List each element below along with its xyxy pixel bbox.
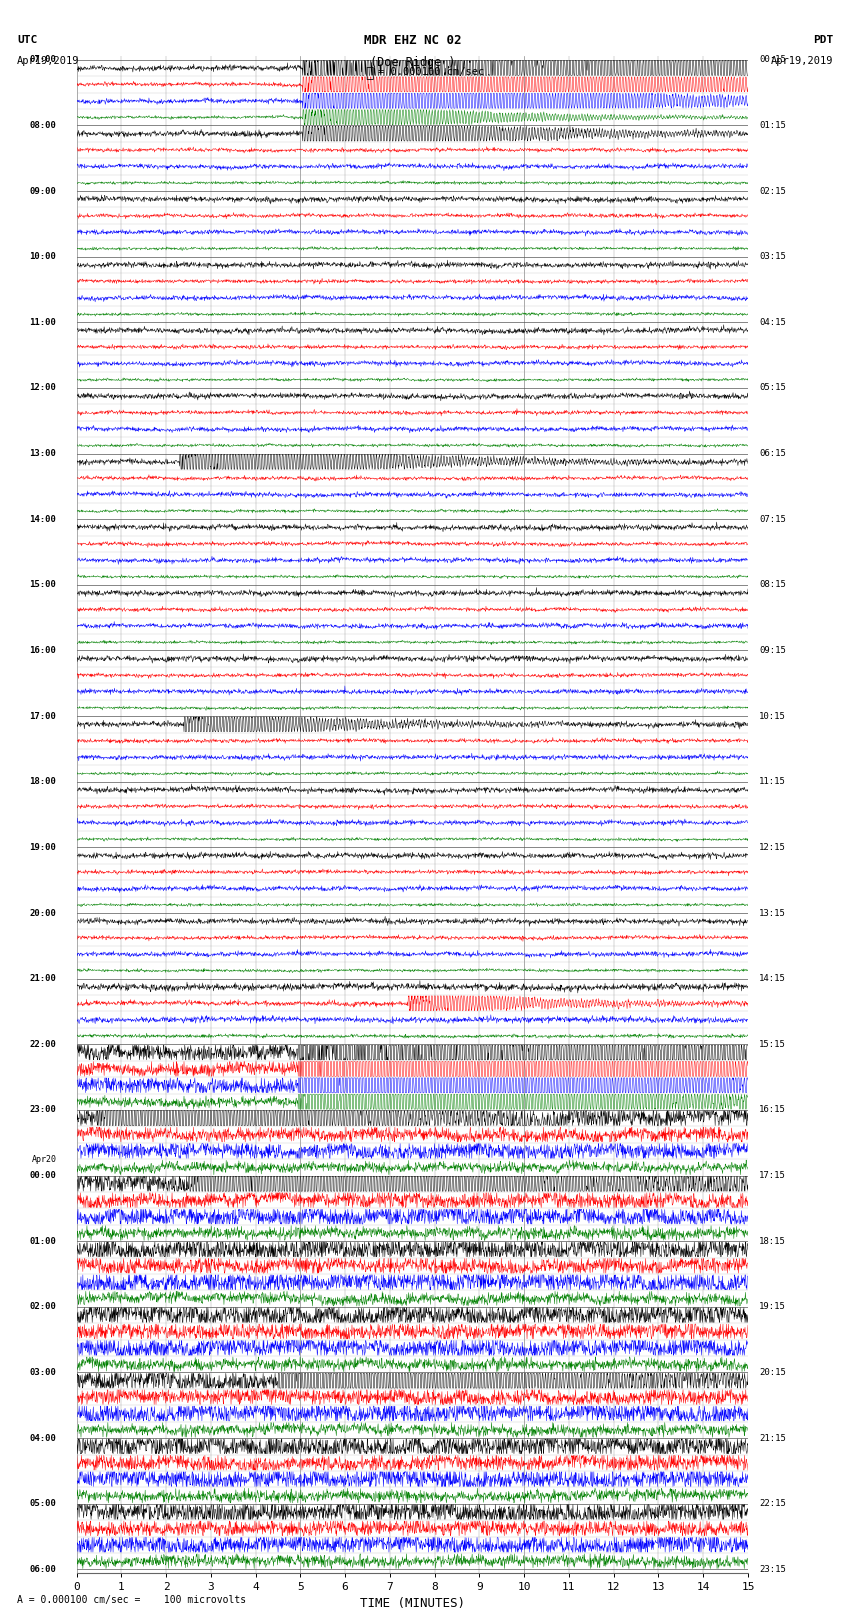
Text: 20:00: 20:00 [30, 908, 56, 918]
Text: MDR EHZ NC 02: MDR EHZ NC 02 [364, 34, 461, 47]
Text: 13:00: 13:00 [30, 448, 56, 458]
Text: 05:00: 05:00 [30, 1498, 56, 1508]
Text: 15:15: 15:15 [759, 1040, 786, 1048]
Text: UTC: UTC [17, 35, 37, 45]
Text: 03:00: 03:00 [30, 1368, 56, 1378]
Text: PDT: PDT [813, 35, 833, 45]
Text: 11:15: 11:15 [759, 777, 786, 786]
Text: 18:00: 18:00 [30, 777, 56, 786]
Text: 11:00: 11:00 [30, 318, 56, 327]
Text: 19:00: 19:00 [30, 844, 56, 852]
Text: 23:15: 23:15 [759, 1565, 786, 1574]
Text: 07:00: 07:00 [30, 55, 56, 65]
Text: 17:15: 17:15 [759, 1171, 786, 1181]
Text: 13:15: 13:15 [759, 908, 786, 918]
Text: 04:15: 04:15 [759, 318, 786, 327]
Text: 15:00: 15:00 [30, 581, 56, 589]
Text: 01:15: 01:15 [759, 121, 786, 131]
Text: ⎹: ⎹ [366, 66, 374, 81]
Text: 02:15: 02:15 [759, 187, 786, 195]
Text: 03:15: 03:15 [759, 252, 786, 261]
Text: 07:15: 07:15 [759, 515, 786, 524]
Text: = 0.000100 cm/sec: = 0.000100 cm/sec [378, 66, 484, 77]
Text: (Doe Ridge ): (Doe Ridge ) [370, 56, 455, 69]
Text: 19:15: 19:15 [759, 1302, 786, 1311]
Text: 20:15: 20:15 [759, 1368, 786, 1378]
Text: 05:15: 05:15 [759, 384, 786, 392]
Text: 22:00: 22:00 [30, 1040, 56, 1048]
Text: 08:00: 08:00 [30, 121, 56, 131]
Text: 00:00: 00:00 [30, 1171, 56, 1181]
Text: 14:00: 14:00 [30, 515, 56, 524]
Text: 09:15: 09:15 [759, 645, 786, 655]
Text: 12:15: 12:15 [759, 844, 786, 852]
Text: 14:15: 14:15 [759, 974, 786, 984]
Text: 06:15: 06:15 [759, 448, 786, 458]
Text: 01:00: 01:00 [30, 1237, 56, 1245]
Text: 02:00: 02:00 [30, 1302, 56, 1311]
Text: 21:00: 21:00 [30, 974, 56, 984]
X-axis label: TIME (MINUTES): TIME (MINUTES) [360, 1597, 465, 1610]
Text: 10:15: 10:15 [759, 711, 786, 721]
Text: Apr20: Apr20 [31, 1155, 56, 1163]
Text: 17:00: 17:00 [30, 711, 56, 721]
Text: 10:00: 10:00 [30, 252, 56, 261]
Text: 21:15: 21:15 [759, 1434, 786, 1442]
Text: 06:00: 06:00 [30, 1565, 56, 1574]
Text: Apr19,2019: Apr19,2019 [17, 56, 80, 66]
Text: 22:15: 22:15 [759, 1498, 786, 1508]
Text: 09:00: 09:00 [30, 187, 56, 195]
Text: Apr19,2019: Apr19,2019 [770, 56, 833, 66]
Text: 23:00: 23:00 [30, 1105, 56, 1115]
Text: A = 0.000100 cm/sec =    100 microvolts: A = 0.000100 cm/sec = 100 microvolts [17, 1595, 246, 1605]
Text: 16:15: 16:15 [759, 1105, 786, 1115]
Text: 00:15: 00:15 [759, 55, 786, 65]
Text: 18:15: 18:15 [759, 1237, 786, 1245]
Text: 16:00: 16:00 [30, 645, 56, 655]
Text: 04:00: 04:00 [30, 1434, 56, 1442]
Text: 08:15: 08:15 [759, 581, 786, 589]
Text: 12:00: 12:00 [30, 384, 56, 392]
